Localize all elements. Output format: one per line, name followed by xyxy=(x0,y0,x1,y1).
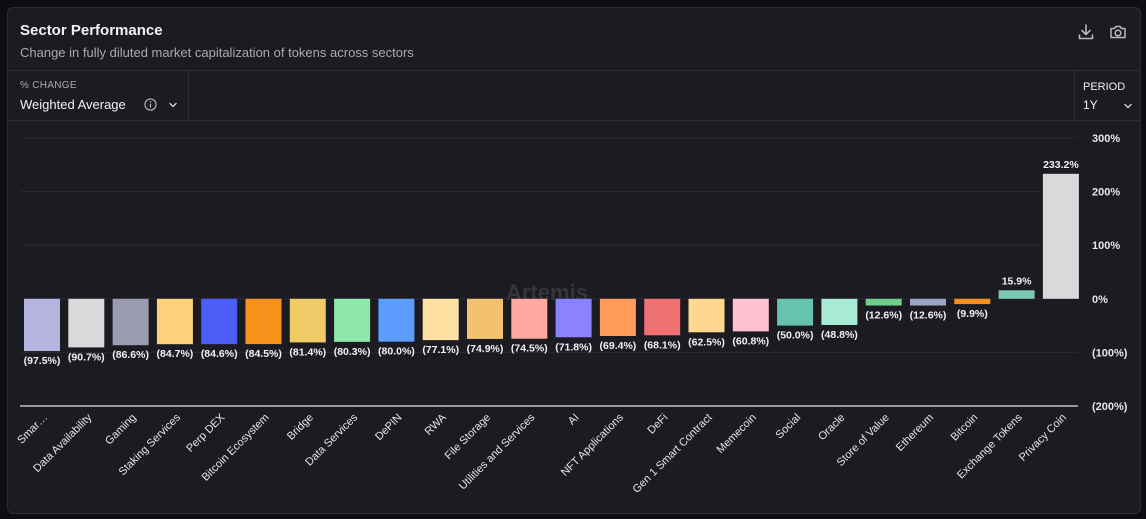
x-tick-label: Bitcoin xyxy=(949,412,981,444)
bar[interactable] xyxy=(732,298,769,332)
bar-value-label: (77.1%) xyxy=(422,344,459,356)
y-tick-label: 300% xyxy=(1092,133,1120,145)
x-tick-label: DeFi xyxy=(645,412,670,437)
camera-icon[interactable] xyxy=(1108,22,1128,42)
x-tick-label: Privacy Coin xyxy=(1017,412,1069,464)
chevron-down-icon[interactable] xyxy=(1123,101,1133,111)
period-value: 1Y xyxy=(1083,98,1098,112)
x-tick-label: Gen 1 Smart Contract xyxy=(630,412,714,496)
bar-value-label: 233.2% xyxy=(1043,159,1079,171)
x-tick-label: DePIN xyxy=(373,412,404,443)
bar[interactable] xyxy=(289,298,326,343)
period-label: PERIOD xyxy=(1083,81,1126,93)
x-tick-label: RWA xyxy=(423,411,450,438)
bar-value-label: (71.8%) xyxy=(555,341,592,353)
bar[interactable] xyxy=(555,298,592,338)
bar-value-label: (84.6%) xyxy=(201,348,238,360)
x-tick-label: Gaming xyxy=(103,412,139,448)
metric-value: Weighted Average xyxy=(20,97,126,112)
chart-controls: % CHANGE Weighted Average PERIOD 1Y xyxy=(8,70,1140,121)
bar[interactable] xyxy=(24,298,60,352)
bar[interactable] xyxy=(378,298,415,342)
bar[interactable] xyxy=(821,298,858,325)
bar[interactable] xyxy=(910,298,946,306)
bar[interactable] xyxy=(777,298,814,326)
y-tick-label: 0% xyxy=(1092,294,1108,306)
y-tick-label: (100%) xyxy=(1092,347,1128,359)
info-icon[interactable] xyxy=(144,98,157,111)
bar[interactable] xyxy=(245,298,282,345)
bar-value-label: (97.5%) xyxy=(24,355,61,367)
metric-label: % CHANGE xyxy=(20,80,77,91)
x-tick-label: AI xyxy=(566,412,582,428)
bar[interactable] xyxy=(644,298,681,336)
bar[interactable] xyxy=(865,298,902,306)
bar[interactable] xyxy=(688,298,725,333)
x-tick-label: Smar… xyxy=(15,412,50,447)
bar-value-label: (84.5%) xyxy=(245,348,282,360)
bar[interactable] xyxy=(156,298,193,345)
x-tick-label: Memecoin xyxy=(715,412,759,456)
bar-value-label: (50.0%) xyxy=(777,330,814,342)
bar-value-label: (80.0%) xyxy=(378,346,415,358)
bar-value-label: (74.9%) xyxy=(467,343,504,355)
bar[interactable] xyxy=(201,298,238,345)
bar-value-label: (86.6%) xyxy=(112,349,149,361)
x-tick-label: Bridge xyxy=(285,412,316,443)
bar[interactable] xyxy=(954,298,991,305)
download-icon[interactable] xyxy=(1076,22,1096,42)
chart-subtitle: Change in fully diluted market capitaliz… xyxy=(20,45,414,60)
y-tick-label: 100% xyxy=(1092,240,1120,252)
bar[interactable] xyxy=(422,298,459,341)
bar-value-label: (62.5%) xyxy=(688,336,725,348)
bar-value-label: (69.4%) xyxy=(600,340,637,352)
bar-value-label: (60.8%) xyxy=(732,335,769,347)
bar[interactable] xyxy=(334,298,371,342)
y-tick-label: 200% xyxy=(1092,187,1120,199)
bar-value-label: 15.9% xyxy=(1002,275,1032,287)
bar-chart: 300% 200% 100% 0% (100%) (200%) (97.5%) Smar… (9… xyxy=(15,133,1128,496)
bar-value-label: (81.4%) xyxy=(289,346,326,358)
x-tick-label: Oracle xyxy=(816,412,847,443)
bar-value-label: (12.6%) xyxy=(910,310,947,322)
y-tick-label: (200%) xyxy=(1092,401,1128,413)
bar-value-label: (90.7%) xyxy=(68,351,105,363)
bar[interactable] xyxy=(467,298,503,339)
bar-value-label: (48.8%) xyxy=(821,329,858,341)
period-selector[interactable]: PERIOD 1Y xyxy=(1074,71,1140,120)
bar[interactable] xyxy=(599,298,636,336)
bar[interactable] xyxy=(112,298,149,346)
chart-title: Sector Performance xyxy=(20,22,163,39)
bar[interactable] xyxy=(998,290,1035,299)
bar-value-label: (84.7%) xyxy=(157,348,194,360)
metric-selector[interactable]: % CHANGE Weighted Average xyxy=(8,71,189,120)
bar[interactable] xyxy=(511,298,548,339)
chevron-down-icon[interactable] xyxy=(168,100,178,110)
bar-value-label: (68.1%) xyxy=(644,339,681,351)
bar-value-label: (74.5%) xyxy=(511,343,548,355)
bar[interactable] xyxy=(1042,173,1079,299)
bar-value-label: (9.9%) xyxy=(957,308,988,320)
bar[interactable] xyxy=(68,298,105,348)
x-tick-label: Utilities and Services xyxy=(457,411,538,492)
x-tick-label: Social xyxy=(774,412,804,442)
bar-value-label: (80.3%) xyxy=(334,346,371,358)
x-tick-label: Perp DEX xyxy=(184,411,228,455)
bar-value-label: (12.6%) xyxy=(865,310,902,322)
x-tick-label: Ethereum xyxy=(894,412,936,454)
sector-performance-card: Sector Performance Change in fully dilut… xyxy=(7,7,1141,514)
